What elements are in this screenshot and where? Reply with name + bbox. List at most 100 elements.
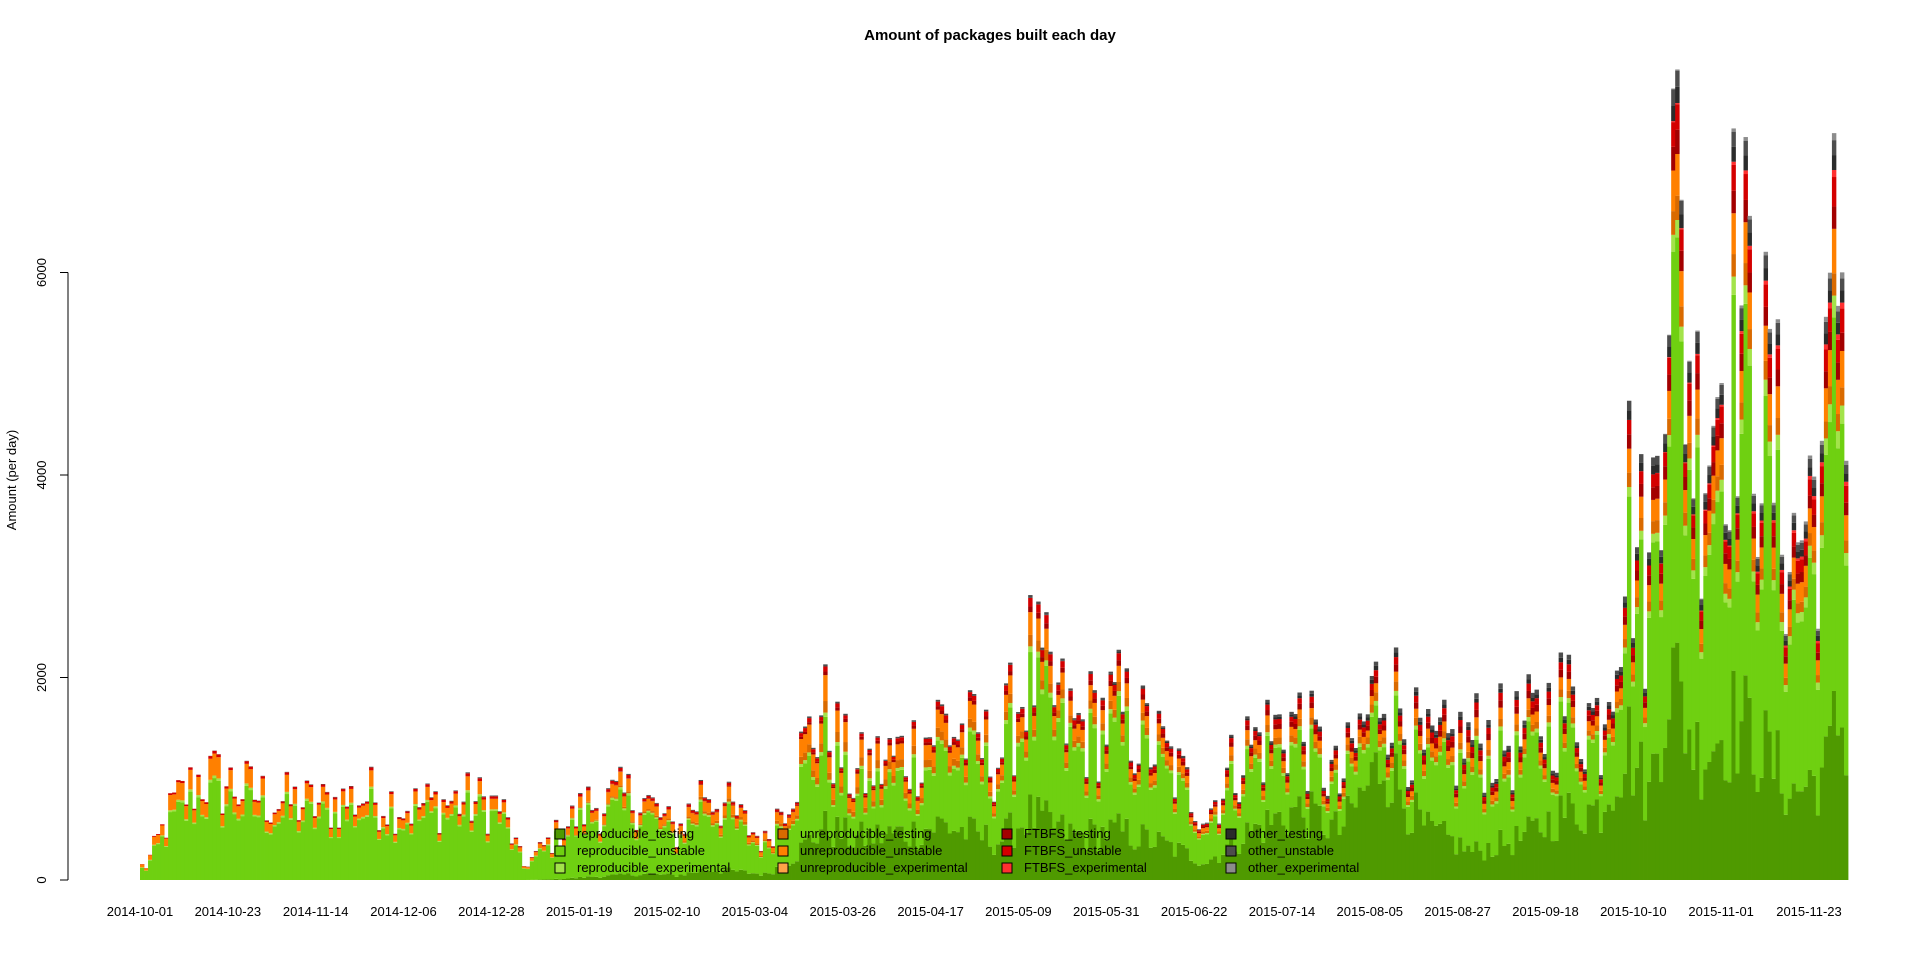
bar-segment-unreproducible_testing — [770, 851, 776, 854]
bar-segment-reproducible_unstable — [626, 795, 631, 874]
bar-segment-unreproducible_testing — [1679, 306, 1684, 327]
bar-segment-reproducible_testing — [1470, 852, 1475, 880]
bar-segment-reproducible_testing — [1281, 825, 1286, 880]
bar-segment-FTBFS_testing — [903, 779, 908, 782]
bar-segment-reproducible_unstable — [1514, 735, 1519, 826]
bar-segment-unreproducible_unstable — [899, 743, 904, 760]
bar-segment-reproducible_experimental — [1486, 755, 1491, 759]
bar-segment-reproducible_unstable — [923, 770, 929, 829]
bar-segment-FTBFS_testing — [1333, 754, 1339, 759]
bar-segment-unreproducible_unstable — [1578, 771, 1584, 778]
bar-segment-unreproducible_testing — [590, 821, 595, 823]
bar-segment-other_experimental — [1791, 512, 1797, 516]
bar-segment-unreproducible_testing — [642, 811, 647, 814]
bar-segment-unreproducible_testing — [1000, 775, 1005, 781]
bar-segment-unreproducible_unstable — [1831, 228, 1837, 274]
bar-segment-reproducible_unstable — [389, 808, 394, 880]
bar-segment-FTBFS_unstable — [955, 740, 961, 745]
day-bar — [915, 796, 921, 880]
bar-segment-FTBFS_testing — [839, 770, 844, 773]
bar-segment-reproducible_testing — [1783, 814, 1789, 880]
bar-segment-unreproducible_testing — [1016, 735, 1021, 743]
bar-segment-reproducible_experimental — [1305, 806, 1310, 809]
bar-segment-reproducible_unstable — [582, 834, 587, 878]
bar-segment-unreproducible_testing — [1140, 712, 1146, 721]
bar-segment-reproducible_unstable — [140, 867, 145, 880]
bar-segment-reproducible_testing — [1064, 839, 1069, 880]
bar-segment-reproducible_testing — [1622, 773, 1628, 880]
bar-segment-reproducible_testing — [1815, 815, 1821, 880]
bar-segment-other_unstable — [1245, 716, 1250, 719]
bar-segment-other_unstable — [570, 805, 575, 807]
bar-segment-FTBFS_testing — [1365, 725, 1371, 731]
day-bar — [397, 817, 402, 880]
bar-segment-reproducible_testing — [1659, 782, 1664, 880]
bar-segment-reproducible_experimental — [1703, 567, 1708, 576]
bar-segment-reproducible_testing — [1068, 823, 1073, 880]
bar-segment-other_testing — [1148, 768, 1154, 770]
bar-segment-unreproducible_testing — [1811, 550, 1817, 563]
bar-segment-reproducible_experimental — [1200, 833, 1206, 835]
bar-segment-other_testing — [1542, 757, 1547, 760]
bar-segment-reproducible_unstable — [164, 846, 169, 880]
bar-segment-reproducible_experimental — [778, 826, 784, 828]
bar-segment-unreproducible_unstable — [1635, 580, 1640, 598]
bar-segment-unreproducible_unstable — [292, 789, 298, 804]
bar-segment-other_testing — [1562, 719, 1568, 724]
day-bar — [883, 759, 888, 880]
bar-segment-FTBFS_testing — [1542, 763, 1547, 769]
bar-segment-reproducible_unstable — [742, 825, 748, 871]
day-bar — [879, 783, 884, 880]
bar-segment-other_unstable — [1771, 505, 1777, 513]
bar-segment-other_unstable — [1679, 200, 1684, 215]
bar-segment-unreproducible_testing — [1120, 735, 1126, 743]
day-bar — [1783, 633, 1789, 880]
day-bar — [1164, 740, 1170, 880]
bar-segment-unreproducible_testing — [1526, 709, 1531, 718]
bar-segment-other_testing — [1574, 745, 1580, 749]
bar-segment-other_testing — [1377, 721, 1383, 725]
bar-segment-reproducible_unstable — [1249, 771, 1254, 832]
bar-segment-FTBFS_unstable — [823, 666, 828, 672]
bar-segment-FTBFS_testing — [1626, 434, 1632, 449]
bar-segment-FTBFS_unstable — [654, 803, 659, 807]
bar-segment-reproducible_experimental — [1522, 754, 1527, 758]
day-bar — [1056, 682, 1061, 880]
day-bar — [1434, 730, 1439, 880]
day-bar — [1735, 496, 1740, 880]
bar-segment-FTBFS_unstable — [959, 725, 965, 730]
bar-segment-reproducible_experimental — [1140, 720, 1146, 725]
bar-segment-FTBFS_unstable — [927, 738, 933, 743]
bar-segment-reproducible_experimental — [1265, 732, 1270, 736]
bar-segment-FTBFS_unstable — [1522, 727, 1527, 734]
bar-segment-other_unstable — [1522, 720, 1527, 725]
bar-segment-unreproducible_unstable — [851, 802, 856, 812]
bar-segment-FTBFS_testing — [1538, 747, 1543, 753]
day-bar — [887, 738, 892, 880]
legend-swatch-unreproducible_experimental — [777, 862, 789, 874]
bar-segment-reproducible_experimental — [449, 814, 454, 816]
bar-segment-other_testing — [1462, 762, 1467, 765]
bar-segment-reproducible_unstable — [240, 816, 245, 880]
bar-segment-reproducible_testing — [1675, 642, 1680, 880]
bar-segment-unreproducible_testing — [811, 770, 816, 778]
bar-segment-other_unstable — [1265, 699, 1270, 703]
bar-segment-FTBFS_unstable — [847, 794, 852, 797]
bar-segment-reproducible_unstable — [224, 806, 229, 880]
bar-segment-unreproducible_testing — [911, 745, 917, 755]
bar-segment-reproducible_testing — [1285, 834, 1290, 880]
bar-segment-unreproducible_unstable — [1586, 721, 1592, 731]
bar-segment-other_unstable — [1389, 742, 1395, 746]
bar-segment-FTBFS_testing — [1048, 661, 1053, 666]
day-bar — [1775, 319, 1781, 880]
day-bar — [871, 785, 876, 880]
bar-segment-reproducible_unstable — [1450, 765, 1455, 837]
bar-segment-reproducible_experimental — [1188, 824, 1194, 826]
bar-segment-reproducible_unstable — [1008, 707, 1013, 813]
bar-segment-reproducible_unstable — [168, 812, 173, 880]
bar-segment-unreproducible_unstable — [602, 816, 607, 825]
bar-segment-FTBFS_testing — [1787, 600, 1793, 610]
day-bar — [626, 773, 631, 880]
bar-segment-other_unstable — [1434, 730, 1439, 735]
bar-segment-unreproducible_unstable — [1655, 498, 1660, 521]
